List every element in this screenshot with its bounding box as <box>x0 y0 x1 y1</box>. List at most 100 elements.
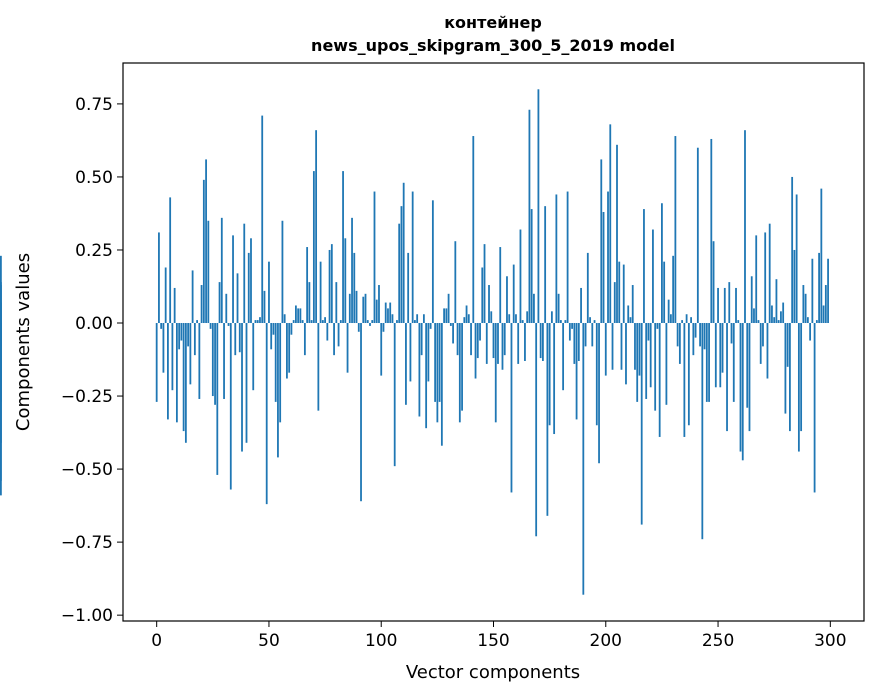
y-tick-label: 0.50 <box>75 168 113 188</box>
bar-86 <box>348 293 351 324</box>
bar-266 <box>753 308 755 324</box>
bar-2 <box>160 323 163 329</box>
bar-48 <box>263 290 266 324</box>
bar-257 <box>732 323 735 402</box>
x-tick-label: 300 <box>814 631 846 651</box>
bar-107 <box>396 320 398 324</box>
bar-269 <box>759 323 762 364</box>
bar-90 <box>357 323 360 332</box>
bar-147 <box>485 323 488 364</box>
bar-191 <box>584 323 587 347</box>
bar-77 <box>328 249 331 324</box>
plot-area <box>0 89 829 595</box>
bar-174 <box>546 323 549 516</box>
bar-295 <box>818 252 820 324</box>
bar-141 <box>472 136 475 324</box>
chart-title: контейнер <box>444 13 542 32</box>
y-tick-label: −0.75 <box>61 533 113 553</box>
bar-102 <box>384 302 387 324</box>
bar-126 <box>438 323 441 402</box>
bar-73 <box>319 261 322 324</box>
bar-50 <box>268 261 270 324</box>
bar-225 <box>661 203 663 324</box>
y-tick-label: −0.50 <box>61 460 113 480</box>
bar-109 <box>400 206 403 324</box>
bar-undefined <box>0 323 2 341</box>
chart-subtitle: news_upos_skipgram_300_5_2019 model <box>311 36 675 55</box>
bar-58 <box>286 323 288 379</box>
bar-140 <box>470 323 472 356</box>
bar-9 <box>175 323 178 423</box>
bar-88 <box>353 252 356 324</box>
bar-274 <box>771 305 773 324</box>
bar-253 <box>723 287 726 324</box>
bar-3 <box>162 323 165 373</box>
bar-299 <box>827 258 829 324</box>
bar-22 <box>205 159 207 324</box>
bar-244 <box>703 323 706 350</box>
bar-238 <box>690 317 692 324</box>
bar-252 <box>721 323 724 373</box>
bar-18 <box>196 320 198 324</box>
bar-258 <box>735 287 737 324</box>
x-tick-label: 200 <box>590 631 622 651</box>
bar-34 <box>232 235 234 324</box>
bar-158 <box>510 323 513 493</box>
bar-243 <box>701 323 704 540</box>
bar-171 <box>539 323 542 359</box>
bar-163 <box>521 320 524 324</box>
bar-16 <box>191 270 194 324</box>
bar-46 <box>259 317 261 324</box>
bar-263 <box>746 323 749 408</box>
bar-259 <box>737 320 740 324</box>
bar-undefined <box>0 302 2 324</box>
bar-65 <box>301 320 304 324</box>
bar-7 <box>171 323 174 391</box>
bar-254 <box>726 323 728 432</box>
bar-4 <box>164 267 167 324</box>
bar-190 <box>582 323 585 595</box>
bar-160 <box>515 314 517 324</box>
bar-72 <box>317 323 320 411</box>
bar-25 <box>211 323 214 397</box>
bar-294 <box>815 320 818 324</box>
bar-212 <box>631 285 634 324</box>
bar-15 <box>189 323 192 385</box>
bar-8 <box>173 287 176 324</box>
bar-100 <box>380 323 383 376</box>
bar-124 <box>434 323 437 402</box>
bar-234 <box>681 320 684 324</box>
bar-106 <box>393 323 396 467</box>
bar-0 <box>155 323 158 402</box>
bar-66 <box>303 323 306 356</box>
bar-47 <box>261 115 264 324</box>
bar-290 <box>806 317 809 324</box>
bar-297 <box>822 305 825 324</box>
bar-138 <box>465 305 468 324</box>
bar-5 <box>167 323 169 420</box>
bar-19 <box>198 323 201 399</box>
bar-123 <box>431 200 434 324</box>
bar-288 <box>802 285 805 324</box>
bar-279 <box>782 302 785 324</box>
bar-118 <box>420 323 423 356</box>
bar-130 <box>447 293 450 324</box>
bar-156 <box>506 276 508 324</box>
bar-170 <box>537 89 540 324</box>
bar-199 <box>602 211 605 324</box>
bar-31 <box>225 293 228 324</box>
bar-184 <box>568 323 571 341</box>
x-axis-label: Vector components <box>406 662 580 683</box>
bar-60 <box>290 323 293 335</box>
bar-232 <box>676 323 679 347</box>
bar-168 <box>533 293 535 324</box>
bar-67 <box>306 247 309 324</box>
bar-32 <box>227 323 230 326</box>
bar-235 <box>683 323 686 437</box>
bar-226 <box>663 261 666 324</box>
bar-29 <box>220 217 223 324</box>
bar-17 <box>193 323 196 356</box>
y-tick-label: −0.25 <box>61 387 113 407</box>
bar-101 <box>382 323 385 332</box>
bar-284 <box>793 249 796 324</box>
